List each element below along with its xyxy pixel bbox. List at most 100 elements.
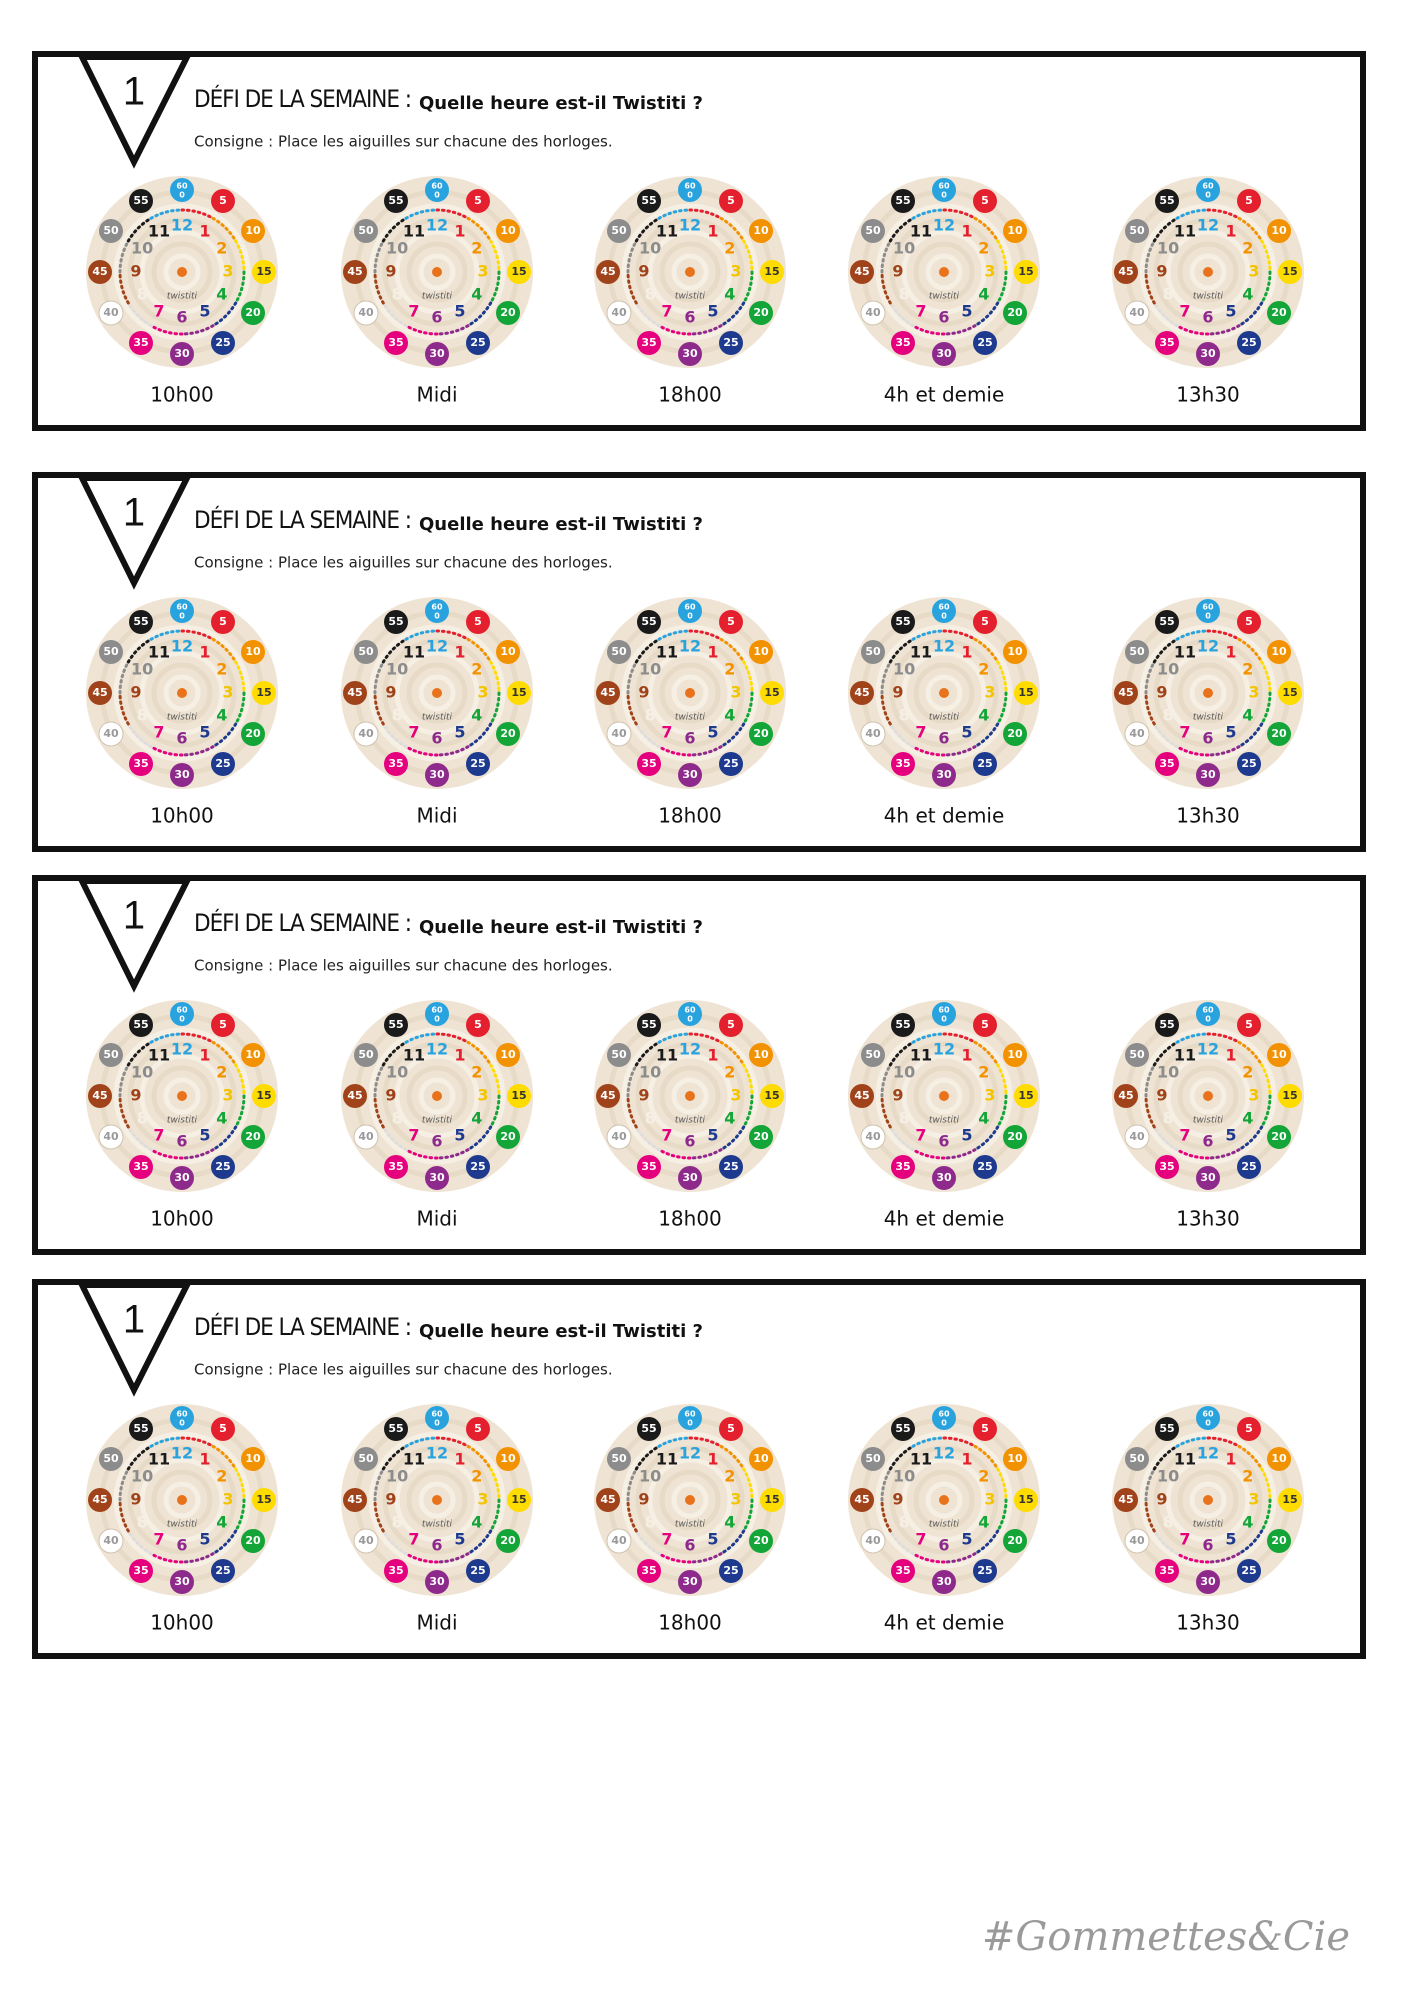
minute-number: 30 bbox=[429, 1171, 445, 1184]
dotted-arc bbox=[657, 1032, 692, 1044]
dotted-arc bbox=[466, 1444, 493, 1471]
dotted-arc bbox=[880, 691, 892, 726]
hour-number: 1 bbox=[454, 222, 465, 241]
minute-number: 25 bbox=[723, 757, 738, 770]
minute-number: 5 bbox=[474, 1018, 482, 1031]
minute-badge bbox=[637, 1012, 661, 1037]
dotted-arc bbox=[719, 1125, 746, 1152]
hour-number: 8 bbox=[1163, 1513, 1174, 1532]
hour-number: 4 bbox=[1242, 1513, 1253, 1532]
minute-badge bbox=[973, 331, 997, 356]
minute-number: 45 bbox=[854, 686, 869, 699]
clock-center bbox=[1203, 1091, 1213, 1101]
minute-number: 50 bbox=[865, 224, 881, 237]
dotted-arc bbox=[888, 637, 915, 664]
hour-number: 6 bbox=[684, 308, 695, 327]
minute-badge bbox=[606, 721, 632, 747]
hour-number: 9 bbox=[1156, 683, 1167, 702]
minute-badge bbox=[1278, 1488, 1302, 1512]
minute-number: 30 bbox=[174, 347, 190, 360]
dotted-arc bbox=[719, 216, 746, 243]
minute-number: 25 bbox=[977, 1564, 992, 1577]
clock-center bbox=[432, 267, 442, 277]
dotted-arc bbox=[435, 1148, 470, 1160]
minute-badge bbox=[891, 752, 915, 777]
minute-badge bbox=[466, 188, 490, 213]
minute-number: 35 bbox=[1159, 1564, 1174, 1577]
clock-ring bbox=[1153, 1445, 1263, 1555]
hour-number: 10 bbox=[893, 1063, 915, 1082]
dotted-arc bbox=[149, 324, 184, 336]
hour-number: 4 bbox=[216, 1109, 227, 1128]
hour-number: 6 bbox=[176, 308, 187, 327]
clock-ring bbox=[635, 1445, 745, 1555]
minute-number: 40 bbox=[611, 727, 627, 740]
minute-zero: 0 bbox=[434, 612, 440, 621]
hour-number: 4 bbox=[978, 706, 989, 725]
dotted-arc bbox=[404, 208, 439, 220]
dotted-arc bbox=[373, 239, 385, 274]
minute-number: 60 bbox=[684, 182, 696, 191]
minute-badge bbox=[678, 1406, 702, 1430]
hour-number: 10 bbox=[639, 660, 661, 679]
dotted-arc bbox=[118, 660, 130, 695]
hour-number: 4 bbox=[471, 285, 482, 304]
minute-badge bbox=[932, 178, 956, 202]
minute-badge bbox=[88, 1084, 112, 1108]
clock-label: 10h00 bbox=[150, 1611, 214, 1635]
clock-ring bbox=[127, 1445, 237, 1555]
card-number: 1 bbox=[123, 70, 145, 114]
card-border bbox=[32, 875, 1366, 1255]
hour-number: 7 bbox=[661, 1125, 672, 1144]
challenge-card: 1 DÉFI DE LA SEMAINE : Quelle heure est-il… bbox=[32, 472, 1366, 852]
minute-number: 15 bbox=[764, 265, 779, 278]
dotted-arc bbox=[657, 1148, 692, 1160]
hour-number: 11 bbox=[1174, 222, 1196, 241]
minute-number: 40 bbox=[865, 306, 881, 319]
minute-badge bbox=[507, 1084, 531, 1108]
dotted-arc bbox=[911, 1552, 946, 1564]
clock-center bbox=[685, 1091, 695, 1101]
dotted-arc bbox=[1260, 1094, 1272, 1129]
hour-number: 2 bbox=[471, 660, 482, 679]
minute-badge bbox=[678, 599, 702, 623]
clock-ring bbox=[925, 253, 963, 291]
minute-number: 35 bbox=[1159, 757, 1174, 770]
dotted-arc bbox=[1237, 1125, 1264, 1152]
hour-number: 11 bbox=[148, 1450, 170, 1469]
minute-number: 50 bbox=[103, 645, 119, 658]
minute-number: 20 bbox=[245, 727, 261, 740]
minute-badge bbox=[425, 342, 449, 366]
minute-number: 25 bbox=[1241, 757, 1256, 770]
dotted-arc bbox=[373, 1063, 385, 1098]
hour-number: 1 bbox=[961, 1046, 972, 1065]
minute-badge bbox=[353, 1447, 378, 1471]
hour-number: 11 bbox=[910, 1046, 932, 1065]
minute-zero: 0 bbox=[434, 1015, 440, 1024]
clock-ring bbox=[671, 674, 709, 712]
clock-center bbox=[939, 1091, 949, 1101]
hour-number: 6 bbox=[1202, 1132, 1213, 1151]
minute-badge bbox=[129, 609, 153, 634]
hour-number: 7 bbox=[661, 301, 672, 320]
minute-zero: 0 bbox=[434, 1419, 440, 1428]
dotted-arc bbox=[149, 1436, 184, 1448]
minute-number: 25 bbox=[977, 336, 992, 349]
clock-ring bbox=[163, 1481, 201, 1519]
minute-badge bbox=[606, 1124, 632, 1150]
minute-number: 45 bbox=[1118, 265, 1133, 278]
minute-badge bbox=[466, 609, 490, 634]
hour-number: 6 bbox=[1202, 1536, 1213, 1555]
minute-zero: 0 bbox=[179, 612, 185, 621]
clock-ring bbox=[1153, 1041, 1263, 1151]
dotted-arc bbox=[911, 745, 946, 757]
dotted-arc bbox=[126, 1444, 153, 1471]
minute-badge bbox=[343, 1488, 367, 1512]
dotted-arc bbox=[404, 324, 439, 336]
minute-number: 20 bbox=[500, 306, 516, 319]
hour-number: 1 bbox=[454, 1450, 465, 1469]
dotted-arc bbox=[180, 1436, 215, 1448]
